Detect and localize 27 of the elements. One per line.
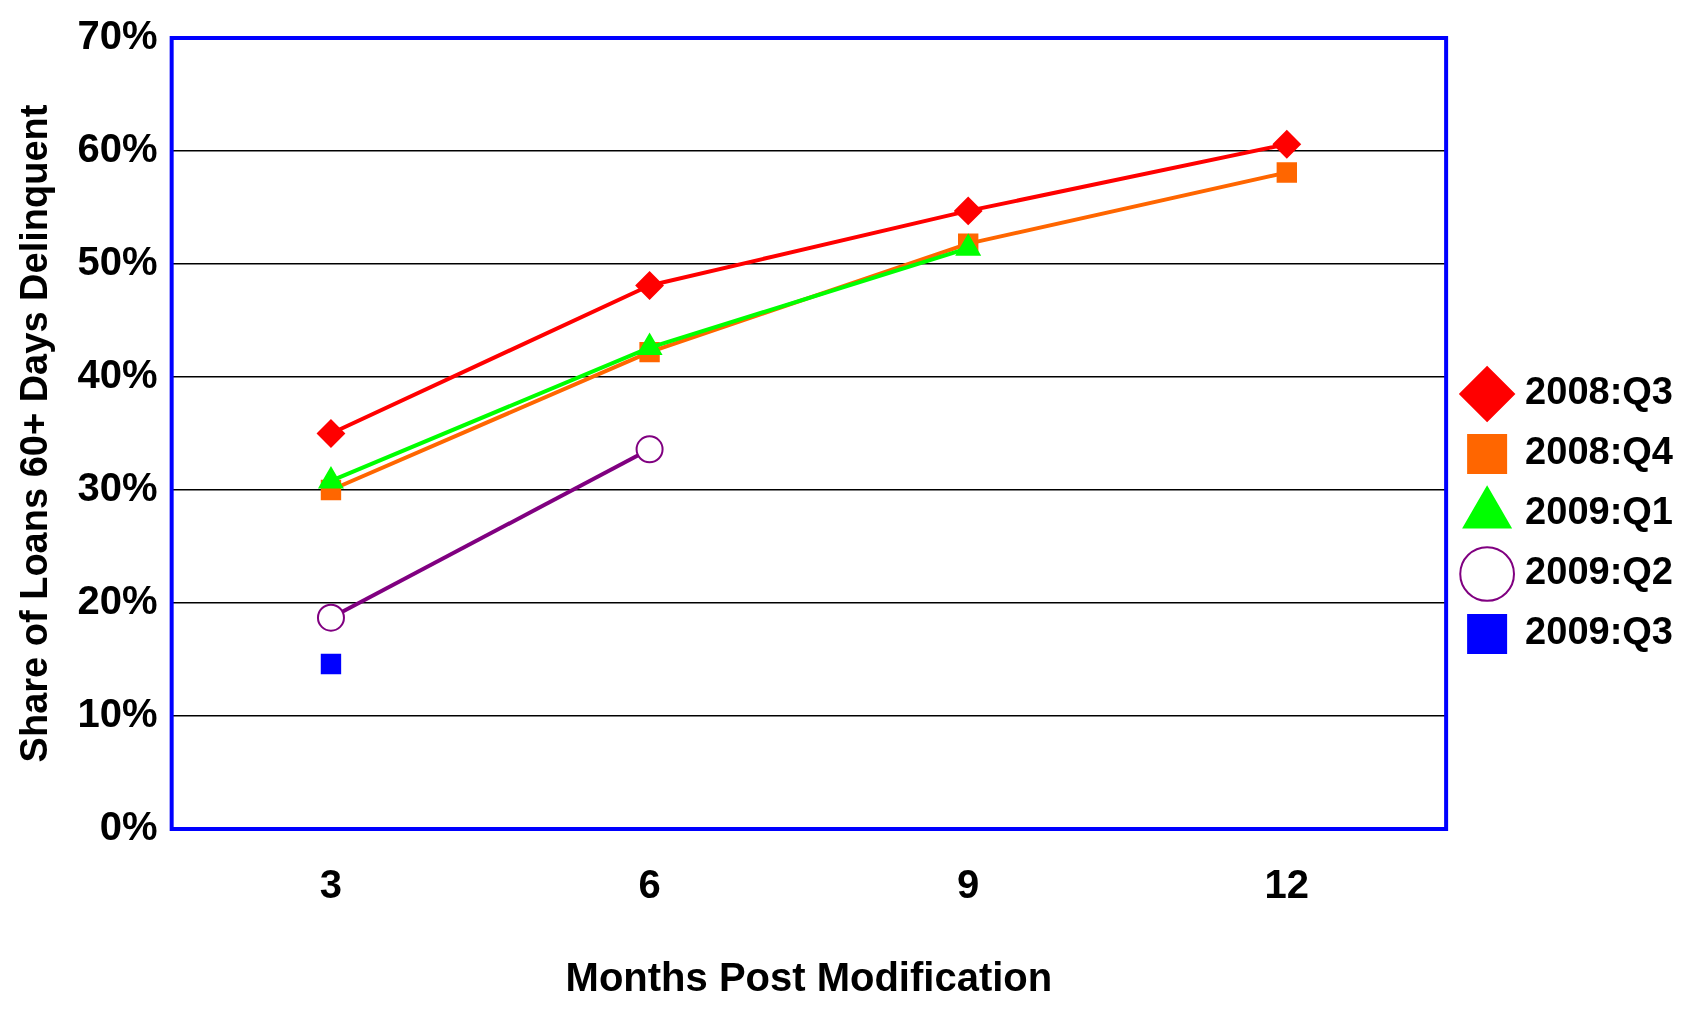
x-axis-title: Months Post Modification — [565, 955, 1053, 1000]
legend-label: 2009:Q2 — [1525, 550, 1674, 593]
point — [954, 196, 983, 225]
y-tick-label: 10% — [77, 691, 158, 736]
y-tick-label: 70% — [77, 13, 158, 58]
point — [1272, 130, 1301, 159]
point — [316, 419, 345, 448]
x-tick-label: 3 — [319, 862, 343, 907]
y-tick-label: 30% — [77, 465, 158, 510]
legend-label: 2008:Q3 — [1525, 370, 1674, 413]
point — [316, 603, 345, 632]
x-tick-label: 9 — [957, 862, 980, 907]
point — [1276, 162, 1297, 183]
point — [635, 435, 664, 464]
point — [635, 271, 664, 300]
legend-label: 2009:Q3 — [1525, 610, 1674, 653]
y-axis-title: Share of Loans 60+ Days Delinquent — [13, 104, 56, 763]
x-tick-label: 12 — [1264, 862, 1310, 907]
legend-label: 2009:Q1 — [1525, 490, 1674, 533]
y-tick-label: 50% — [77, 239, 158, 284]
y-tick-label: 0% — [99, 804, 158, 849]
x-tick-label: 6 — [638, 862, 661, 907]
y-tick-label: 60% — [77, 126, 158, 171]
point — [320, 653, 342, 675]
y-tick-label: 40% — [77, 352, 158, 397]
legend-label: 2008:Q4 — [1525, 430, 1674, 473]
y-tick-label: 20% — [77, 578, 158, 623]
